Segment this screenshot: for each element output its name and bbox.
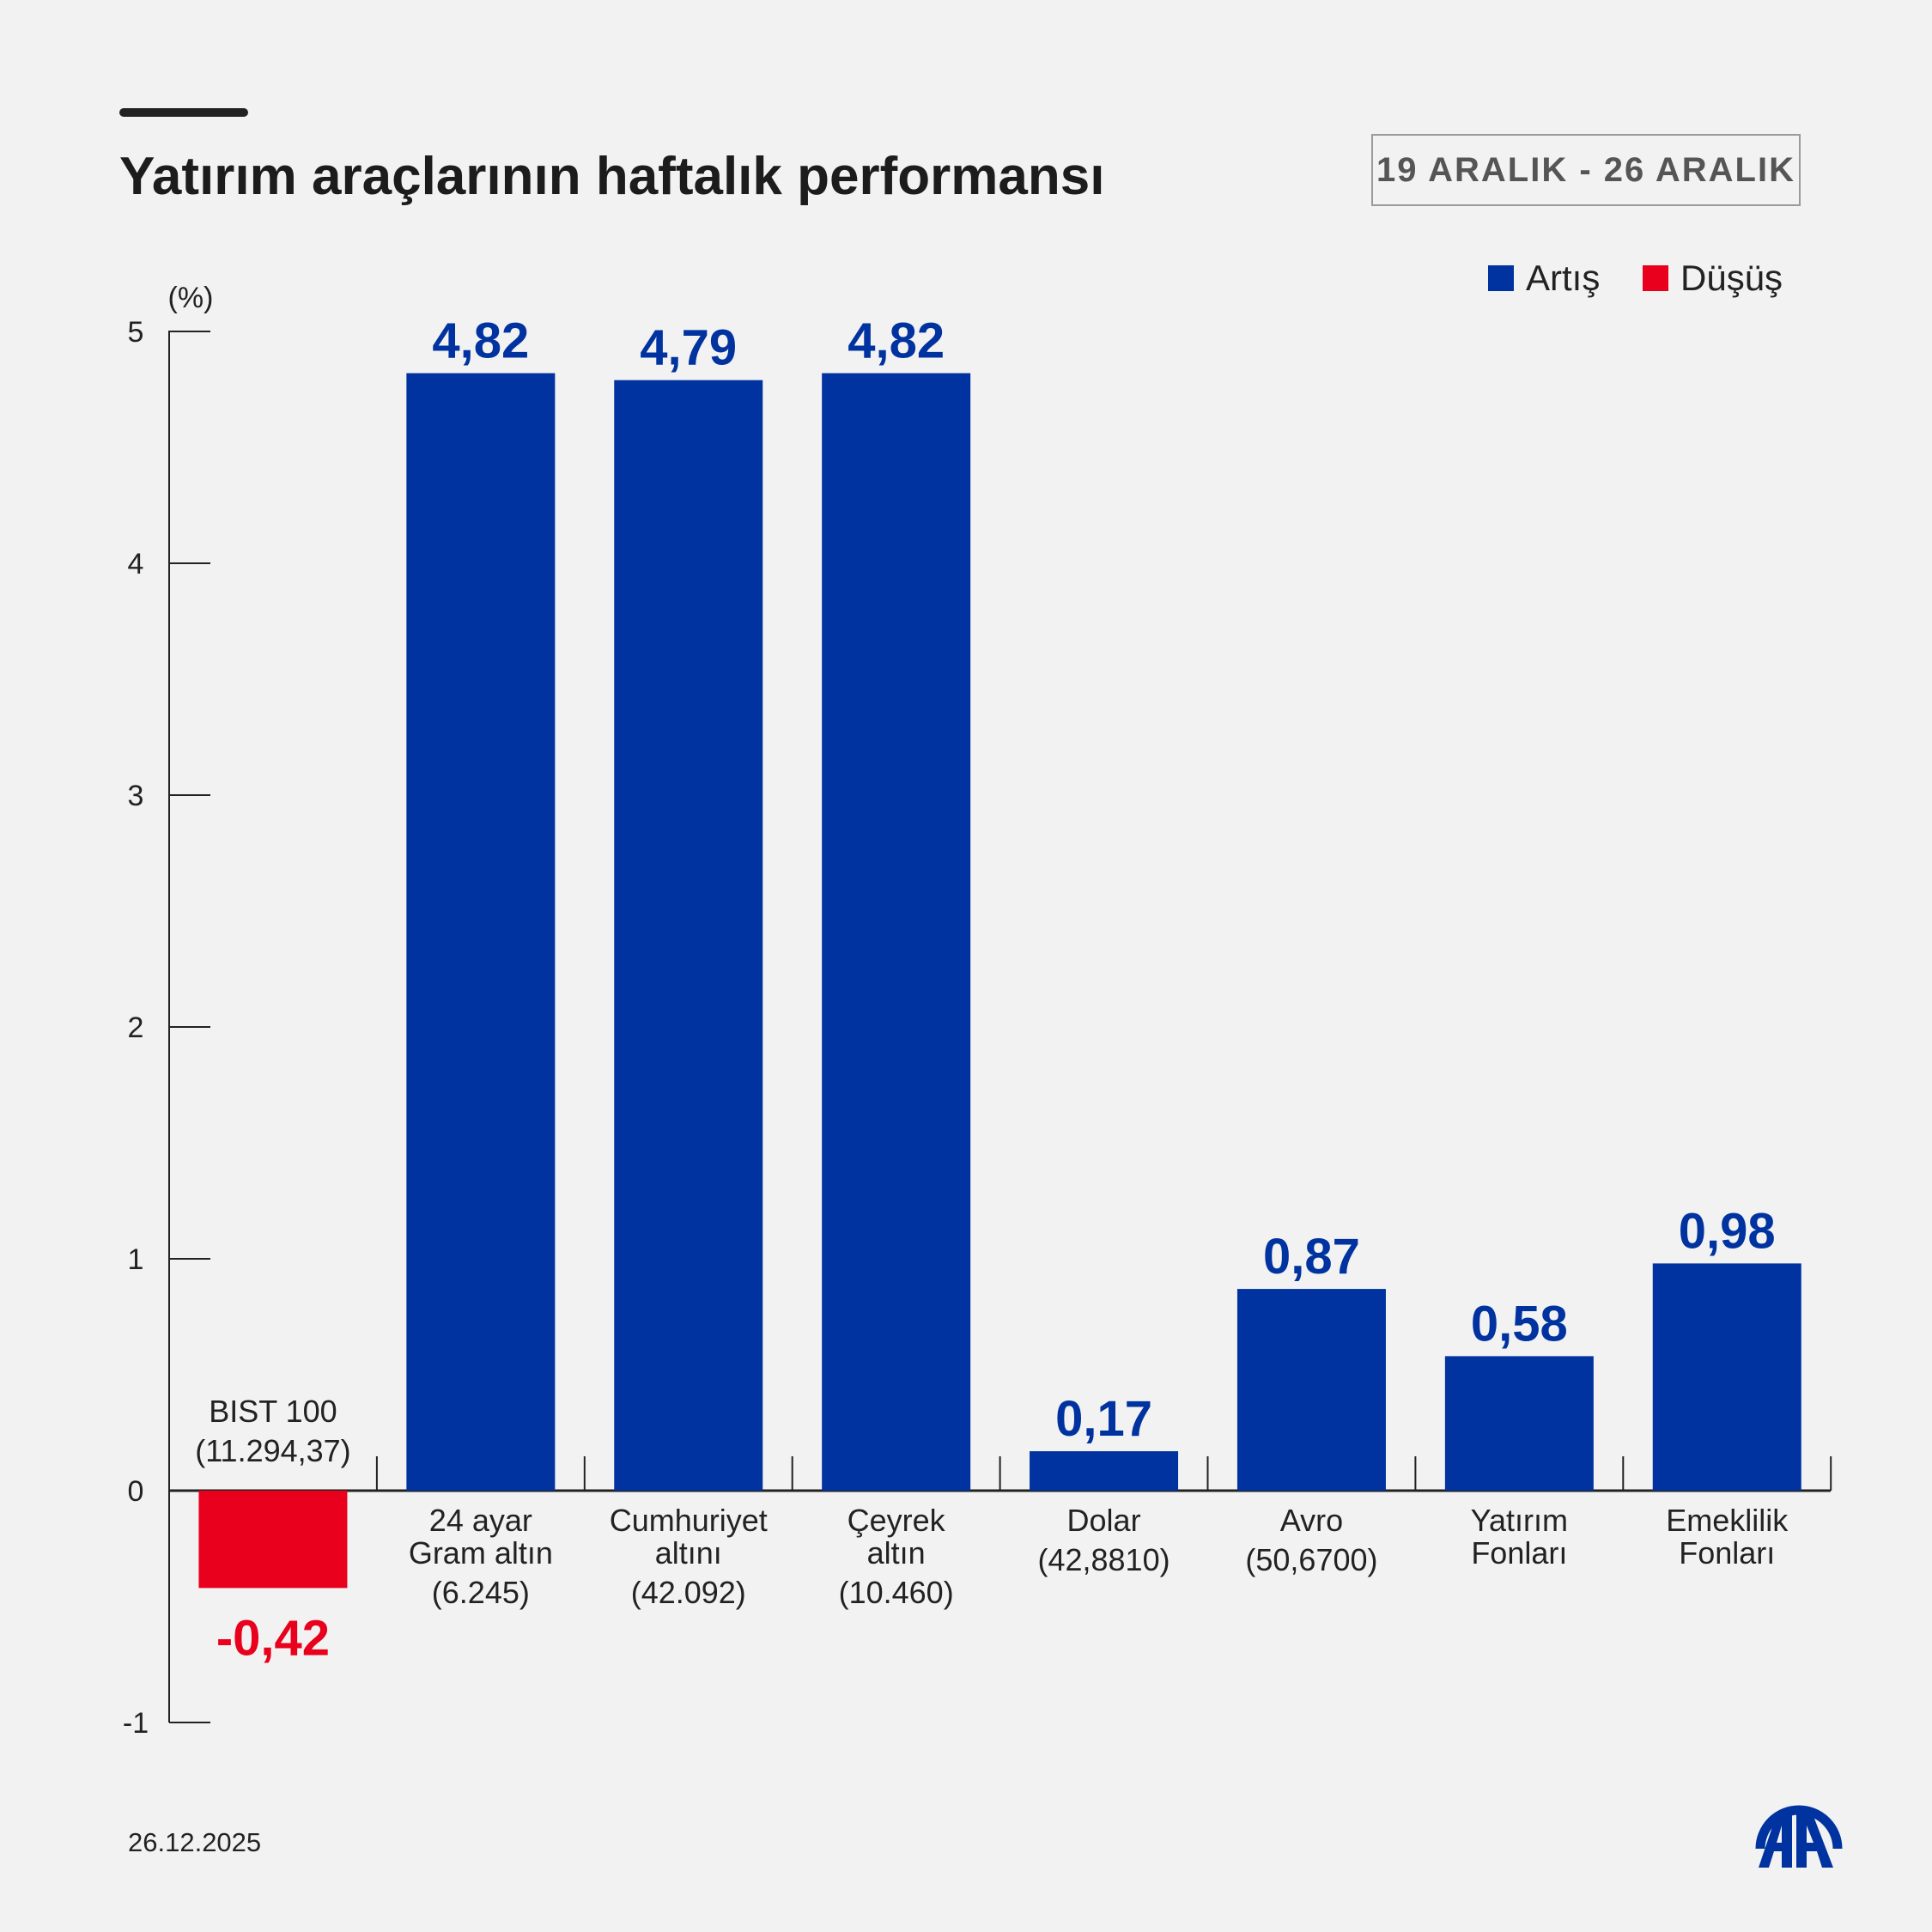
category-label: Çeyrek: [848, 1503, 946, 1538]
category-label: Gram altın: [409, 1535, 553, 1571]
data-label: 4,82: [432, 313, 529, 369]
category-label: Fonları: [1471, 1535, 1567, 1571]
legend-swatch-red: [1643, 265, 1668, 291]
category-label: altın: [867, 1535, 926, 1571]
legend-item-increase: Artış: [1488, 258, 1600, 299]
category-label: (42,8810): [1037, 1542, 1170, 1577]
y-axis-label: (%): [168, 282, 214, 314]
category-label: Fonları: [1679, 1535, 1775, 1571]
category-label: Yatırım: [1471, 1503, 1568, 1538]
y-tick-label: 3: [128, 780, 144, 812]
bar: [198, 1491, 348, 1589]
y-tick-label: 5: [128, 316, 144, 349]
category-label: Dolar: [1067, 1503, 1141, 1538]
date-range-badge: 19 ARALIK - 26 ARALIK: [1371, 134, 1801, 206]
y-tick-label: 0: [128, 1475, 144, 1508]
category-label: (42.092): [631, 1575, 746, 1610]
data-label: 0,98: [1679, 1203, 1776, 1259]
bar: [1652, 1263, 1801, 1491]
legend-swatch-blue: [1488, 265, 1514, 291]
category-label: 24 ayar: [429, 1503, 532, 1538]
category-label: BIST 100: [209, 1394, 337, 1429]
title-accent-bar: [119, 108, 248, 117]
data-label: 4,82: [848, 313, 945, 369]
data-label: 4,79: [640, 320, 737, 376]
bar: [1030, 1451, 1179, 1491]
category-label: (6.245): [432, 1575, 530, 1610]
data-label: 0,87: [1263, 1229, 1360, 1285]
page-title: Yatırım araçlarının haftalık performansı: [119, 147, 1105, 206]
aa-logo-icon: [1755, 1805, 1843, 1868]
category-label: Emeklilik: [1666, 1503, 1789, 1538]
data-label: -0,42: [216, 1610, 330, 1666]
data-label: 0,17: [1055, 1391, 1152, 1447]
y-tick-label: 2: [128, 1012, 144, 1044]
bar: [614, 380, 763, 1492]
category-label: (50,6700): [1245, 1542, 1377, 1577]
legend-item-decrease: Düşüş: [1643, 258, 1783, 299]
y-tick-label: 4: [128, 548, 144, 580]
y-tick-label: -1: [123, 1707, 149, 1740]
category-label: Cumhuriyet: [610, 1503, 768, 1538]
footer-date: 26.12.2025: [128, 1827, 262, 1857]
category-label: Avro: [1280, 1503, 1343, 1538]
bar: [406, 373, 556, 1492]
bar: [1236, 1289, 1386, 1491]
bar: [822, 373, 971, 1492]
category-label: (11.294,37): [195, 1433, 350, 1468]
legend-label: Artış: [1526, 258, 1601, 298]
category-label: (10.460): [839, 1575, 954, 1610]
bar: [1444, 1356, 1594, 1491]
aa-logo: [1752, 1784, 1846, 1874]
category-label: altını: [655, 1535, 722, 1571]
y-tick-label: 1: [128, 1243, 144, 1276]
data-label: 0,58: [1471, 1296, 1568, 1352]
legend-label: Düşüş: [1680, 258, 1783, 298]
